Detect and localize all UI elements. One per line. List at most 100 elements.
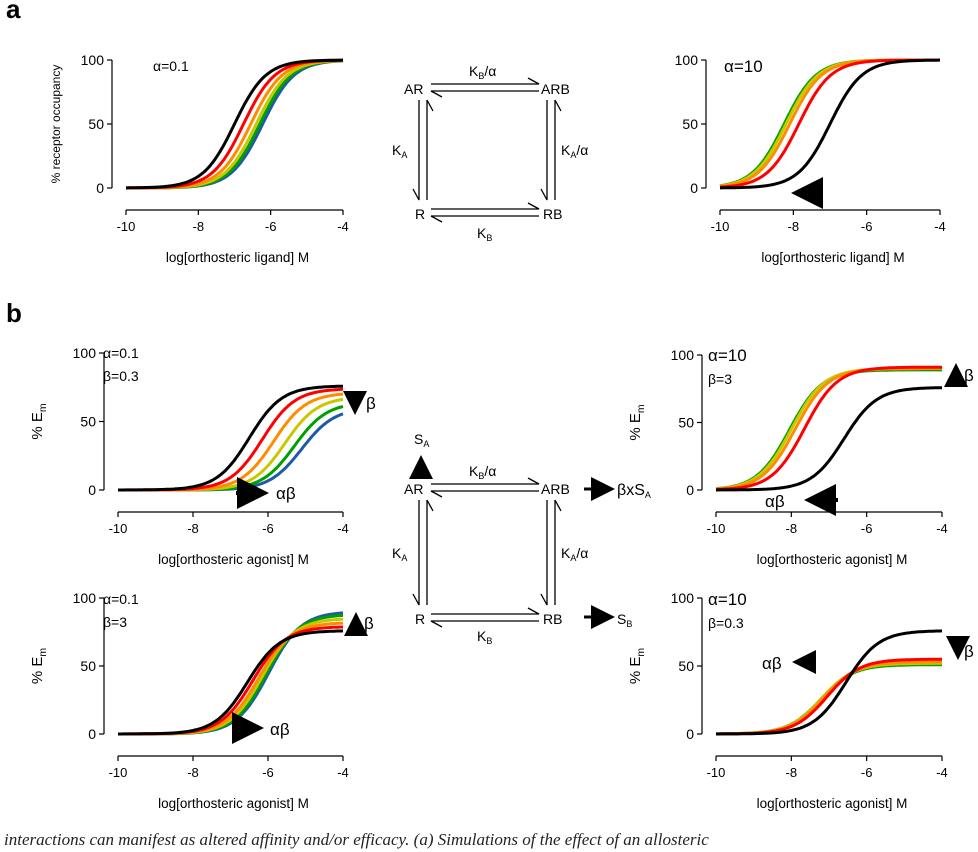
scheme-b-top-equilibrium-arrows bbox=[430, 477, 540, 498]
y-axis-label: % receptor occupancy bbox=[49, 65, 63, 184]
y-tick-label: 100 bbox=[671, 347, 695, 363]
y-tick-label: 0 bbox=[686, 482, 694, 498]
x-tick-label: -4 bbox=[337, 765, 349, 780]
scheme-b-bottom-equilibrium-arrows bbox=[430, 607, 540, 628]
annotation-b3-beta: β=3 bbox=[103, 614, 127, 630]
curve-series-0 bbox=[720, 58, 940, 190]
annotation-b4-beta-symbol: β bbox=[964, 642, 974, 661]
panel-label-b: b bbox=[6, 298, 22, 328]
x-axis-label: log[orthosteric ligand] M bbox=[761, 250, 904, 265]
y-tick-label: 0 bbox=[88, 726, 96, 742]
annotation-b4-beta: β=0.3 bbox=[708, 615, 744, 631]
scheme-a-node-RB: RB bbox=[543, 206, 562, 222]
x-tick-label: -6 bbox=[861, 765, 873, 780]
scheme-b-left-constant: KA bbox=[392, 545, 407, 563]
y-tick-label: 0 bbox=[690, 180, 698, 196]
scheme-a-left-equilibrium-arrows bbox=[412, 99, 434, 201]
x-axis-label: log[orthosteric agonist] M bbox=[757, 552, 908, 567]
scheme-b-right-equilibrium-arrows bbox=[540, 499, 562, 606]
curve-series-2 bbox=[715, 367, 942, 491]
x-tick-label: -6 bbox=[262, 765, 274, 780]
scheme-a-bottom-equilibrium-arrows bbox=[430, 202, 540, 223]
x-tick-label: -4 bbox=[337, 219, 349, 234]
scheme-b-left-equilibrium-arrows bbox=[412, 499, 434, 606]
x-tick-label: -8 bbox=[187, 521, 199, 536]
y-tick-label: 0 bbox=[88, 482, 96, 498]
annotation-b1-beta: β=0.3 bbox=[103, 368, 139, 384]
scheme-a-top-constant: KB/α bbox=[469, 63, 496, 81]
y-axis-label: % Em bbox=[627, 404, 647, 441]
x-tick-label: -4 bbox=[936, 521, 948, 536]
scheme-b-top-constant: KB/α bbox=[469, 463, 496, 481]
x-axis-label: log[orthosteric ligand] M bbox=[166, 250, 309, 265]
scheme-b-bottom-constant: KB bbox=[477, 628, 492, 646]
chart-efficacy-alpha10-beta0.3: 0 50 100 -10 -8 -6 -4 log[orthosteric agonist] … bbox=[627, 590, 948, 811]
annotation-b2-beta-symbol: β bbox=[964, 366, 974, 385]
x-axis-label: log[orthosteric agonist] M bbox=[158, 796, 309, 811]
y-tick-label: 100 bbox=[81, 52, 105, 68]
y-tick-label: 50 bbox=[80, 414, 96, 430]
y-tick-label: 100 bbox=[675, 52, 699, 68]
chart-occupancy-alpha-0.1: 0 50 100 -10 -8 -6 -4 log[orthosteric ligand] M… bbox=[49, 52, 349, 265]
x-tick-label: -8 bbox=[187, 765, 199, 780]
annotation-b4-alpha: α=10 bbox=[708, 590, 747, 609]
scheme-a: AR ARB R RB KB/α KB KA KA/α bbox=[392, 63, 588, 243]
curve-series-1 bbox=[715, 365, 942, 491]
scheme-a-top-equilibrium-arrows bbox=[430, 77, 540, 98]
curve-series-0 bbox=[716, 629, 943, 736]
curve-series-0 bbox=[126, 58, 343, 190]
annotations: α=0.1 α=10 α=0.1 β=0.3 β αβ α=10 β=3 β α… bbox=[103, 57, 974, 744]
scheme-b-arb-output: βxSA bbox=[617, 482, 651, 500]
chart-efficacy-alpha0.1-beta3: 0 50 100 -10 -8 -6 -4 log[orthosteric agonist] … bbox=[29, 590, 349, 811]
annotation-b3-alphabeta: αβ bbox=[270, 720, 290, 739]
x-tick-label: -8 bbox=[786, 765, 798, 780]
scheme-b-right-constant: KA/α bbox=[561, 545, 588, 563]
annotation-b2-beta: β=3 bbox=[708, 371, 732, 387]
curve-series-2 bbox=[118, 621, 344, 736]
annotation-b1-beta-symbol: β bbox=[366, 394, 376, 413]
y-tick-label: 100 bbox=[671, 590, 695, 606]
y-tick-label: 50 bbox=[80, 658, 96, 674]
x-tick-label: -6 bbox=[861, 521, 873, 536]
x-tick-label: -10 bbox=[117, 219, 136, 234]
annotation-b4-alphabeta: αβ bbox=[762, 654, 782, 673]
annotation-b3-beta-symbol: β bbox=[364, 614, 374, 633]
x-tick-label: -6 bbox=[262, 521, 274, 536]
curve-series-3 bbox=[715, 367, 942, 491]
x-tick-label: -10 bbox=[711, 219, 730, 234]
scheme-b-node-AR: AR bbox=[404, 481, 423, 497]
annotation-a-left-alpha: α=0.1 bbox=[153, 58, 189, 74]
annotation-a-right-alpha: α=10 bbox=[724, 57, 763, 76]
x-axis-label: log[orthosteric agonist] M bbox=[158, 552, 309, 567]
y-tick-label: 100 bbox=[73, 590, 97, 606]
x-tick-label: -10 bbox=[109, 521, 128, 536]
scheme-b-rb-output: SB bbox=[617, 611, 632, 629]
y-tick-label: 50 bbox=[682, 116, 698, 132]
y-axis-label: % Em bbox=[29, 403, 49, 440]
scheme-b-node-RB: RB bbox=[543, 611, 562, 627]
y-tick-label: 50 bbox=[678, 415, 694, 431]
x-tick-label: -4 bbox=[936, 765, 948, 780]
x-axis-label: log[orthosteric agonist] M bbox=[757, 796, 908, 811]
scheme-b-node-ARB: ARB bbox=[541, 481, 570, 497]
annotation-b2-alphabeta: αβ bbox=[765, 492, 785, 511]
x-tick-label: -4 bbox=[934, 219, 946, 234]
y-axis-label: % Em bbox=[29, 648, 49, 685]
y-axis-label: % Em bbox=[627, 648, 647, 685]
curve-series-4 bbox=[716, 663, 942, 736]
panel-label-a: a bbox=[6, 0, 21, 24]
x-tick-label: -8 bbox=[193, 219, 205, 234]
x-tick-label: -10 bbox=[707, 521, 726, 536]
curve-series-3 bbox=[716, 661, 942, 736]
curve-series-0 bbox=[118, 384, 343, 492]
annotation-b1-alphabeta: αβ bbox=[276, 484, 296, 503]
y-tick-label: 50 bbox=[678, 658, 694, 674]
annotation-b3-alpha: α=0.1 bbox=[103, 591, 139, 607]
y-tick-label: 0 bbox=[96, 180, 104, 196]
scheme-a-left-constant: KA bbox=[392, 142, 407, 160]
x-tick-label: -6 bbox=[861, 219, 873, 234]
chart-efficacy-alpha10-beta3: 0 50 100 -10 -8 -6 -4 log[orthosteric agonist] … bbox=[627, 347, 948, 567]
x-tick-label: -8 bbox=[786, 521, 798, 536]
scheme-b: AR ARB R RB KB/α KB KA KA/α SA βxSA SB bbox=[392, 431, 651, 646]
